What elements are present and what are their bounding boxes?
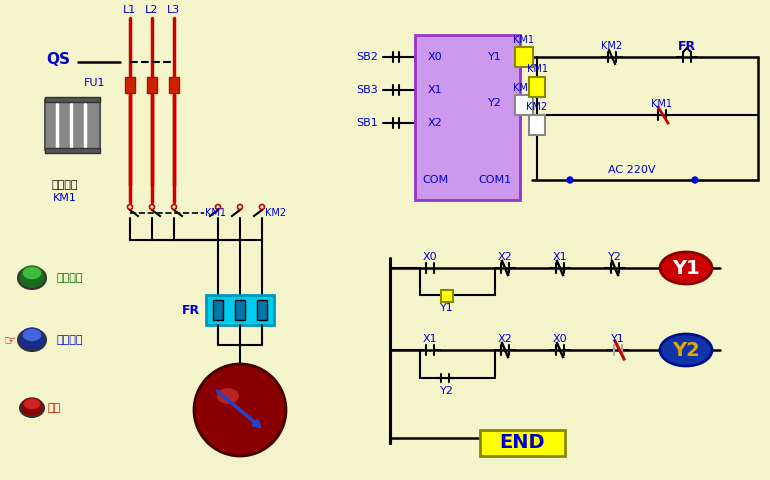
Ellipse shape (18, 267, 46, 289)
Text: X2: X2 (427, 118, 443, 128)
Text: L3: L3 (167, 5, 181, 15)
Ellipse shape (692, 177, 698, 183)
Ellipse shape (567, 177, 573, 183)
Text: X2: X2 (497, 252, 512, 262)
Bar (480, 430, 565, 456)
Text: KM2: KM2 (266, 208, 286, 218)
Bar (235, 300, 245, 320)
Text: FU1: FU1 (83, 78, 105, 88)
Bar (515, 95, 533, 115)
Bar (257, 300, 267, 320)
Text: SB3: SB3 (356, 85, 378, 95)
Text: 电源开关: 电源开关 (52, 180, 79, 190)
Text: FR: FR (678, 39, 696, 52)
Bar (206, 295, 274, 325)
Ellipse shape (23, 398, 41, 410)
Text: Y2: Y2 (440, 386, 454, 396)
Text: L2: L2 (146, 5, 159, 15)
Text: END: END (499, 433, 545, 453)
Bar (529, 77, 545, 97)
Bar (169, 77, 179, 93)
Text: X2: X2 (497, 334, 512, 344)
Text: X1: X1 (553, 252, 567, 262)
Text: KM1: KM1 (651, 99, 672, 109)
Text: X0: X0 (427, 52, 442, 62)
Bar (441, 290, 453, 302)
Text: SB2: SB2 (356, 52, 378, 62)
Text: COM1: COM1 (478, 175, 511, 185)
Ellipse shape (660, 252, 712, 284)
Text: KM2: KM2 (527, 102, 547, 112)
Ellipse shape (18, 329, 46, 351)
Ellipse shape (217, 388, 239, 404)
Text: AC 220V: AC 220V (608, 165, 656, 175)
Bar (125, 77, 135, 93)
Bar (45, 100, 100, 150)
Text: 正向启动: 正向启动 (57, 273, 83, 283)
Text: X0: X0 (553, 334, 567, 344)
Ellipse shape (660, 334, 712, 366)
Text: ☞: ☞ (4, 333, 16, 347)
Text: Y2: Y2 (488, 98, 502, 108)
Text: Y1: Y1 (672, 259, 700, 277)
Ellipse shape (194, 364, 286, 456)
Bar (45, 148, 100, 153)
Text: 反向启动: 反向启动 (57, 335, 83, 345)
Text: X1: X1 (427, 85, 442, 95)
Text: FR: FR (182, 303, 200, 316)
Text: KM2: KM2 (514, 83, 534, 93)
Text: KM2: KM2 (601, 41, 623, 51)
Bar (213, 300, 223, 320)
Text: Y1: Y1 (611, 334, 625, 344)
Text: KM1: KM1 (527, 64, 547, 74)
Bar (45, 97, 100, 102)
Text: KM1: KM1 (514, 35, 534, 45)
Text: 停止: 停止 (48, 403, 61, 413)
Ellipse shape (22, 328, 42, 342)
Text: QS: QS (46, 52, 70, 68)
Ellipse shape (22, 266, 42, 280)
Text: Y1: Y1 (488, 52, 502, 62)
Bar (147, 77, 157, 93)
Bar (515, 47, 533, 67)
Ellipse shape (20, 399, 44, 417)
Text: Y2: Y2 (672, 340, 700, 360)
Text: KM1: KM1 (53, 193, 77, 203)
Text: Y1: Y1 (440, 303, 454, 313)
Text: X1: X1 (423, 334, 437, 344)
Bar (529, 115, 545, 135)
Text: KM1: KM1 (206, 208, 226, 218)
Bar (415, 35, 520, 200)
Text: L1: L1 (123, 5, 136, 15)
Text: Y2: Y2 (608, 252, 622, 262)
Text: X0: X0 (423, 252, 437, 262)
Text: COM: COM (422, 175, 448, 185)
Text: SB1: SB1 (356, 118, 378, 128)
